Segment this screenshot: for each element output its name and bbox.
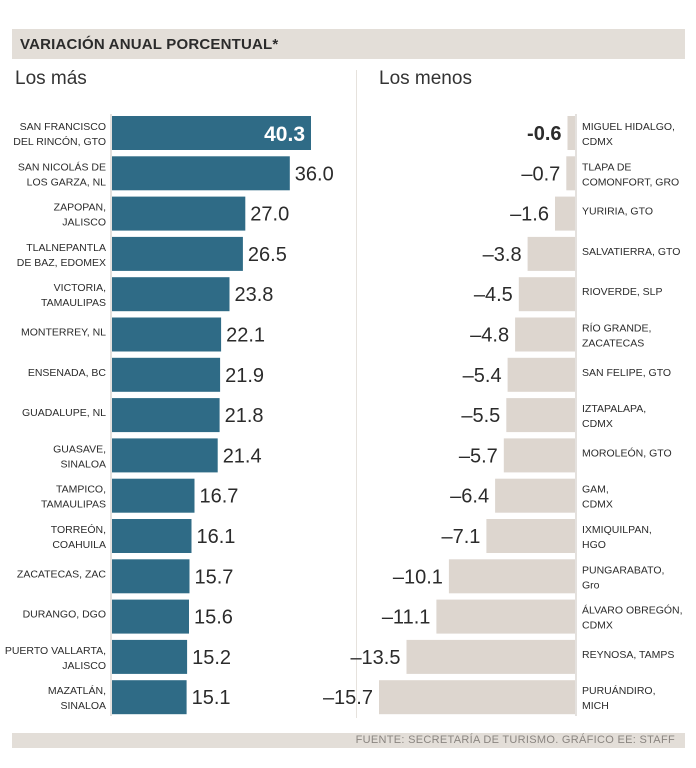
bottom-value-label: –7.1 [441, 526, 480, 548]
top-bar [112, 599, 189, 634]
bottom-value-label: –5.7 [459, 445, 498, 467]
bottom-bar [379, 680, 575, 715]
bottom-value-label: –0.7 [521, 163, 560, 185]
source-note: FUENTE: SECRETARÍA DE TURISMO. GRÁFICO E… [355, 734, 675, 746]
bottom-bar [406, 639, 575, 674]
top-category-label: MONTERREY, NL [21, 327, 106, 339]
title-bar: VARIACIÓN ANUAL PORCENTUAL* [12, 29, 685, 59]
top-value-label: 16.1 [197, 526, 236, 548]
top-bar [112, 680, 187, 715]
bottom-bar [515, 317, 575, 352]
top-value-label: 16.7 [200, 486, 239, 508]
bar-chart: SAN FRANCISCO DEL RINCÓN, GTO 40.3 SAN NICO… [5, 114, 683, 716]
top-bar [112, 116, 311, 150]
top-category-label: MAZATLÁN, SINALOA [48, 684, 106, 712]
top-category-label: GUASAVE, SINALOA [53, 443, 106, 470]
top-value-label: 15.6 [194, 607, 233, 629]
top-category-label: DURANGO, DGO [23, 609, 106, 621]
top-category-label: SAN FRANCISCO DEL RINCÓN, GTO [13, 121, 106, 148]
bottom-value-label: –11.1 [382, 607, 431, 629]
top-category-label: SAN NICOLÁS DE LOS GARZA, NL [18, 160, 106, 188]
top-value-label: 36.0 [295, 163, 334, 185]
bottom-bar [518, 277, 575, 312]
bottom-category-label: REYNOSA, TAMPS [582, 649, 674, 661]
bottom-value-label: –3.8 [483, 244, 522, 266]
bottom-category-label: ÁLVARO OBREGÓN, CDMX [582, 604, 683, 632]
bottom-value-label: –15.7 [323, 687, 373, 709]
chart-title: VARIACIÓN ANUAL PORCENTUAL* [20, 36, 279, 53]
top-value-label: 15.1 [192, 687, 231, 709]
bottom-value-label: –4.8 [470, 325, 509, 347]
bottom-category-label: IZTAPALAPA, CDMX [582, 403, 646, 430]
bottom-category-label: SAN FELIPE, GTO [582, 367, 671, 379]
bottom-value-label: –6.4 [450, 486, 489, 508]
bottom-category-label: TLAPA DE COMONFORT, GRO [582, 161, 679, 188]
bottom-category-label: GAM, CDMX [582, 484, 613, 511]
top-category-label: GUADALUPE, NL [22, 407, 106, 419]
top-bar [112, 277, 230, 312]
panel-divider [356, 70, 357, 718]
bottom-bar [507, 357, 575, 392]
bottom-bar [503, 438, 575, 473]
top-bar [112, 317, 222, 352]
top-value-label: 21.9 [225, 365, 264, 387]
bottom-value-label: –10.1 [393, 566, 443, 588]
top-category-label: ZACATECAS, ZAC [17, 568, 106, 580]
top-value-label: 15.2 [192, 647, 231, 669]
top-value-label: 22.1 [226, 325, 265, 347]
bottom-category-label: RÍO GRANDE, ZACATECAS [582, 322, 651, 350]
bottom-category-label: RIOVERDE, SLP [582, 286, 663, 298]
bottom-category-label: MIGUEL HIDALGO, CDMX [582, 121, 675, 148]
bottom-bar [527, 236, 575, 271]
right-panel-title: Los menos [379, 68, 472, 89]
top-category-label: TAMPICO, TAMAULIPAS [41, 484, 106, 511]
bottom-category-label: PURUÁNDIRO, MICH [582, 684, 656, 712]
top-bar [112, 519, 192, 553]
top-value-label: 21.8 [225, 405, 264, 427]
top-bar [112, 196, 246, 231]
bottom-bar [566, 156, 575, 191]
top-bar [112, 398, 220, 433]
top-bar [112, 438, 218, 473]
top-bar [112, 639, 188, 674]
bottom-bar [436, 599, 575, 634]
top-bar [112, 156, 290, 191]
top-value-label: 15.7 [195, 566, 234, 588]
top-bar [112, 236, 243, 271]
top-category-label: ZAPOPAN, JALISCO [54, 202, 106, 229]
bottom-category-label: MOROLEÓN, GTO [582, 446, 672, 459]
top-category-label: TLALNEPANTLA DE BAZ, EDOMEX [17, 242, 106, 269]
top-category-label: VICTORIA, TAMAULIPAS [41, 282, 106, 309]
left-panel-title: Los más [15, 68, 87, 89]
top-bar [112, 478, 195, 513]
bottom-category-label: PUNGARABATO, Gro [582, 564, 664, 591]
top-bar [112, 357, 221, 392]
bottom-bar [555, 196, 575, 231]
top-category-label: TORREÓN, COAHUILA [51, 523, 106, 551]
bottom-value-label: –5.5 [461, 405, 500, 427]
bottom-value-label: –4.5 [474, 284, 513, 306]
top-category-label: PUERTO VALLARTA, JALISCO [5, 645, 106, 672]
top-bar [112, 559, 190, 594]
footer-bar: FUENTE: SECRETARÍA DE TURISMO. GRÁFICO E… [12, 733, 685, 748]
bottom-category-label: IXMIQUILPAN, HGO [582, 524, 652, 551]
bottom-value-label: –1.6 [510, 204, 549, 226]
top-value-label: 40.3 [264, 123, 305, 146]
top-value-label: 23.8 [235, 284, 274, 306]
bottom-value-label: –5.4 [463, 365, 502, 387]
bottom-bar [486, 519, 575, 553]
bottom-bar [567, 116, 575, 150]
top-value-label: 26.5 [248, 244, 287, 266]
bottom-bar [506, 398, 575, 433]
bottom-bar [448, 559, 575, 594]
bottom-category-label: SALVATIERRA, GTO [582, 246, 680, 258]
top-category-label: ENSENADA, BC [28, 367, 107, 379]
top-value-label: 21.4 [223, 445, 262, 467]
bottom-value-label: –13.5 [350, 647, 400, 669]
bottom-value-label: -0.6 [527, 123, 561, 145]
bottom-bar [495, 478, 575, 513]
top-value-label: 27.0 [250, 204, 289, 226]
bottom-category-label: YURIRIA, GTO [582, 206, 653, 218]
